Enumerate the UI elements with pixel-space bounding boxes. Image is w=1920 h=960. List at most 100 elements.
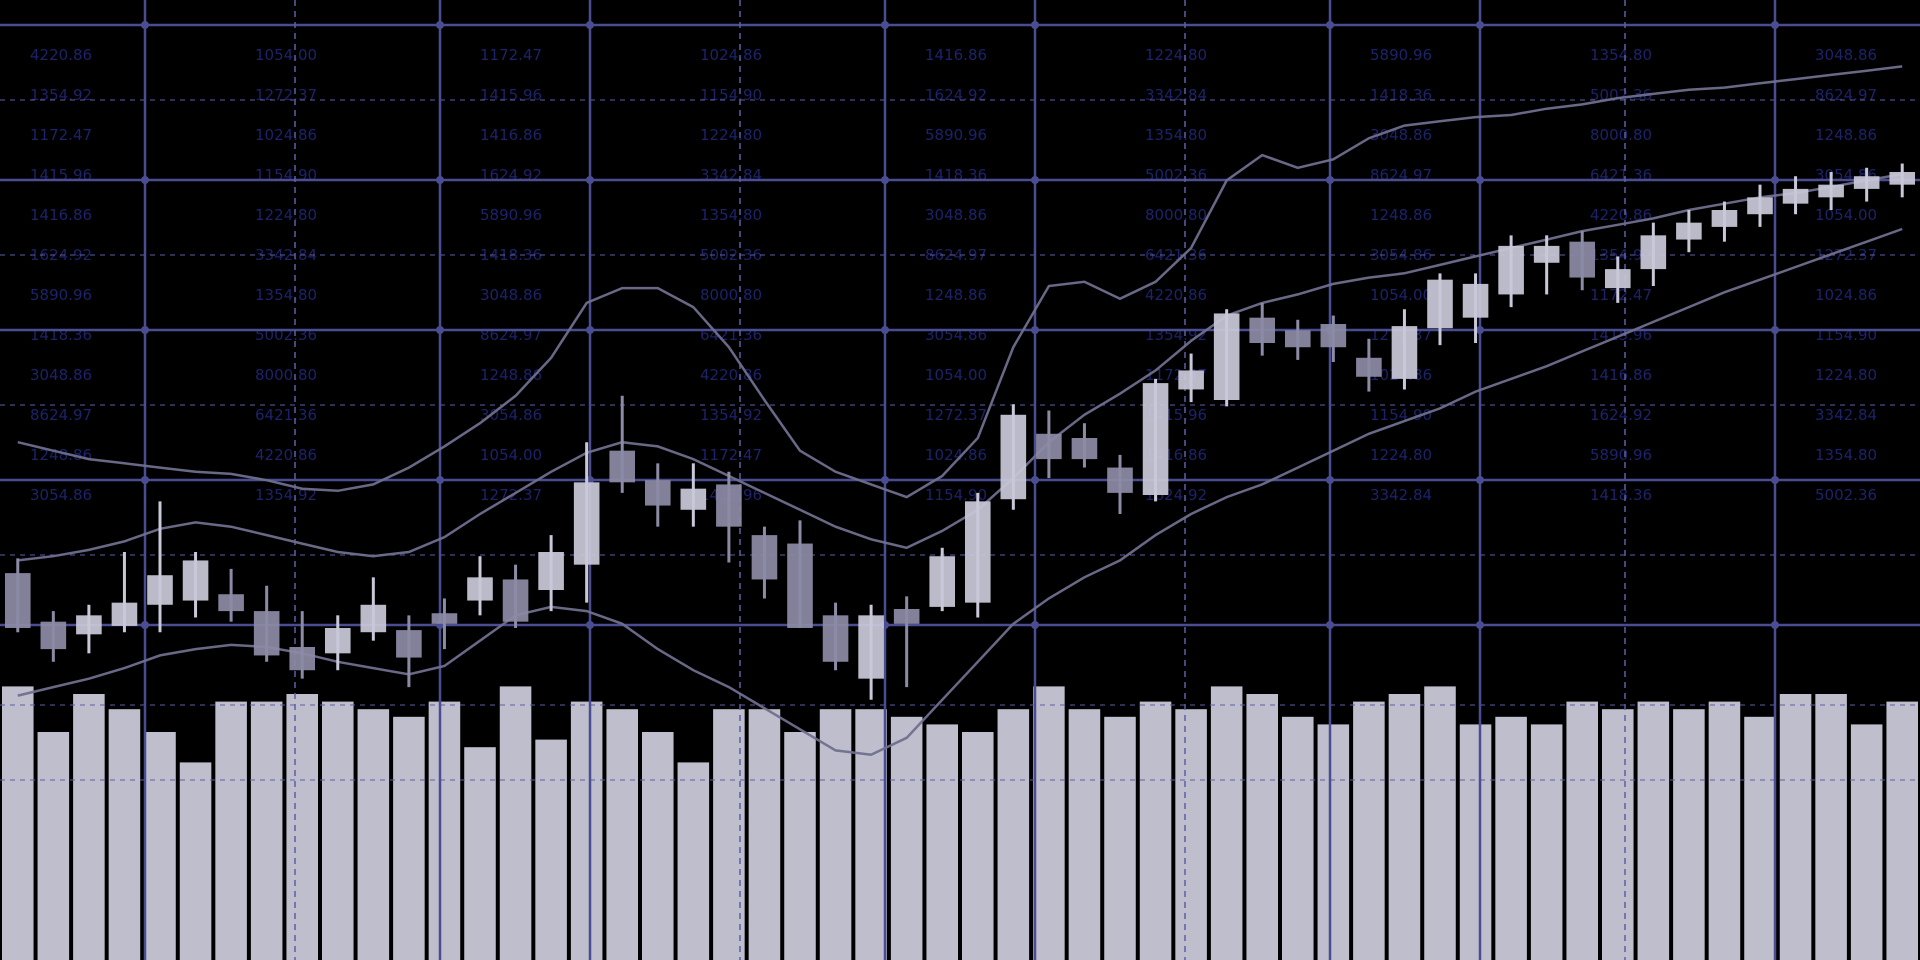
price-label: 5890.96 — [480, 206, 542, 224]
price-label: 3342.84 — [1145, 86, 1207, 104]
grid-node — [1771, 476, 1779, 484]
price-label: 1054.00 — [1815, 206, 1877, 224]
price-label: 1624.92 — [480, 166, 542, 184]
price-label: 1416.86 — [480, 126, 542, 144]
grid-node — [1771, 21, 1779, 29]
grid-node — [1326, 176, 1334, 184]
candle-body — [467, 577, 493, 601]
volume-bar — [1602, 709, 1634, 960]
volume-bar — [1282, 716, 1314, 960]
grid-node — [436, 326, 444, 334]
volume-bar — [748, 709, 781, 960]
price-label: 1248.86 — [30, 446, 92, 464]
volume-bar — [1637, 701, 1670, 960]
candle-body — [502, 579, 529, 622]
price-label: 4220.86 — [700, 366, 762, 384]
price-label: 6421.36 — [700, 326, 762, 344]
candle-body — [1569, 241, 1596, 278]
candle-body — [1320, 324, 1347, 348]
candle-body — [680, 488, 707, 510]
candle-body — [1427, 279, 1453, 329]
price-label: 1354.80 — [1145, 126, 1207, 144]
price-label: 1172.47 — [700, 446, 762, 464]
candle-body — [1498, 245, 1524, 295]
price-label: 1024.86 — [1815, 286, 1877, 304]
volume-bar — [322, 701, 354, 960]
price-label: 4220.86 — [1145, 286, 1207, 304]
price-label: 3342.84 — [1815, 406, 1877, 424]
lower-band-line — [17, 227, 1903, 756]
candle-body — [1711, 210, 1738, 227]
grid-node — [1031, 476, 1039, 484]
price-label: 1024.86 — [255, 126, 317, 144]
grid-node — [436, 476, 444, 484]
candle-body — [716, 484, 742, 527]
volume-bar — [606, 709, 638, 960]
volume-bar — [1779, 694, 1812, 960]
grid-node — [141, 476, 149, 484]
grid-node — [1031, 621, 1039, 629]
volume-bar — [37, 732, 70, 960]
price-label: 1154.90 — [700, 86, 762, 104]
price-label: 1248.86 — [480, 366, 542, 384]
volume-bar — [464, 747, 496, 960]
grid-node — [141, 621, 149, 629]
price-label: 1354.80 — [1815, 446, 1877, 464]
price-label: 4220.86 — [255, 446, 317, 464]
price-label: 1224.80 — [1815, 366, 1877, 384]
upper-band-line — [17, 65, 1903, 499]
price-label: 1224.80 — [700, 126, 762, 144]
price-label: 4220.86 — [1590, 206, 1652, 224]
grid-node — [586, 176, 594, 184]
volume-bar — [1530, 724, 1563, 960]
price-label: 1154.90 — [1815, 326, 1877, 344]
volume-bar — [784, 732, 816, 960]
candle-body — [822, 615, 849, 662]
grid-node — [881, 476, 889, 484]
grid-node — [1476, 326, 1484, 334]
price-label: 1415.96 — [480, 86, 542, 104]
price-label: 5002.36 — [1815, 486, 1877, 504]
volume-bar — [1317, 724, 1350, 960]
price-label: 1354.80 — [255, 286, 317, 304]
grid-node — [881, 21, 889, 29]
price-label: 8000.80 — [700, 286, 762, 304]
price-label: 3048.86 — [1815, 46, 1877, 64]
price-label: 8624.97 — [480, 326, 542, 344]
price-label: 1224.80 — [255, 206, 317, 224]
price-label: 1416.86 — [925, 46, 987, 64]
grid-node — [1476, 176, 1484, 184]
volume-bar — [428, 701, 461, 960]
price-label: 3048.86 — [1370, 126, 1432, 144]
candle-body — [1071, 438, 1098, 460]
price-label: 1054.00 — [925, 366, 987, 384]
candle-body — [1747, 197, 1773, 215]
grid-node — [141, 176, 149, 184]
volume-bar — [1708, 701, 1741, 960]
price-label: 1248.86 — [925, 286, 987, 304]
price-label: 3048.86 — [480, 286, 542, 304]
volume-bar — [1139, 701, 1172, 960]
candle-body — [858, 615, 884, 679]
candle-body — [4, 573, 31, 628]
candle-body — [1889, 172, 1916, 185]
volume-bar — [1033, 686, 1065, 960]
volume-bar — [1495, 716, 1527, 960]
volume-bar — [570, 701, 603, 960]
grid-node — [586, 21, 594, 29]
price-label: 1054.00 — [480, 446, 542, 464]
candle-body — [111, 602, 138, 626]
price-label: 1624.92 — [925, 86, 987, 104]
grid-node — [881, 326, 889, 334]
grid-node — [586, 621, 594, 629]
volume-bar — [855, 709, 887, 960]
grid-node — [1771, 621, 1779, 629]
price-label: 1172.47 — [1590, 286, 1652, 304]
price-label: 1354.80 — [1590, 46, 1652, 64]
candle-body — [1818, 184, 1844, 198]
price-label: 1418.36 — [1370, 86, 1432, 104]
candle-body — [644, 480, 671, 506]
volume-bar — [677, 762, 710, 960]
price-label: 6421.36 — [1590, 166, 1652, 184]
